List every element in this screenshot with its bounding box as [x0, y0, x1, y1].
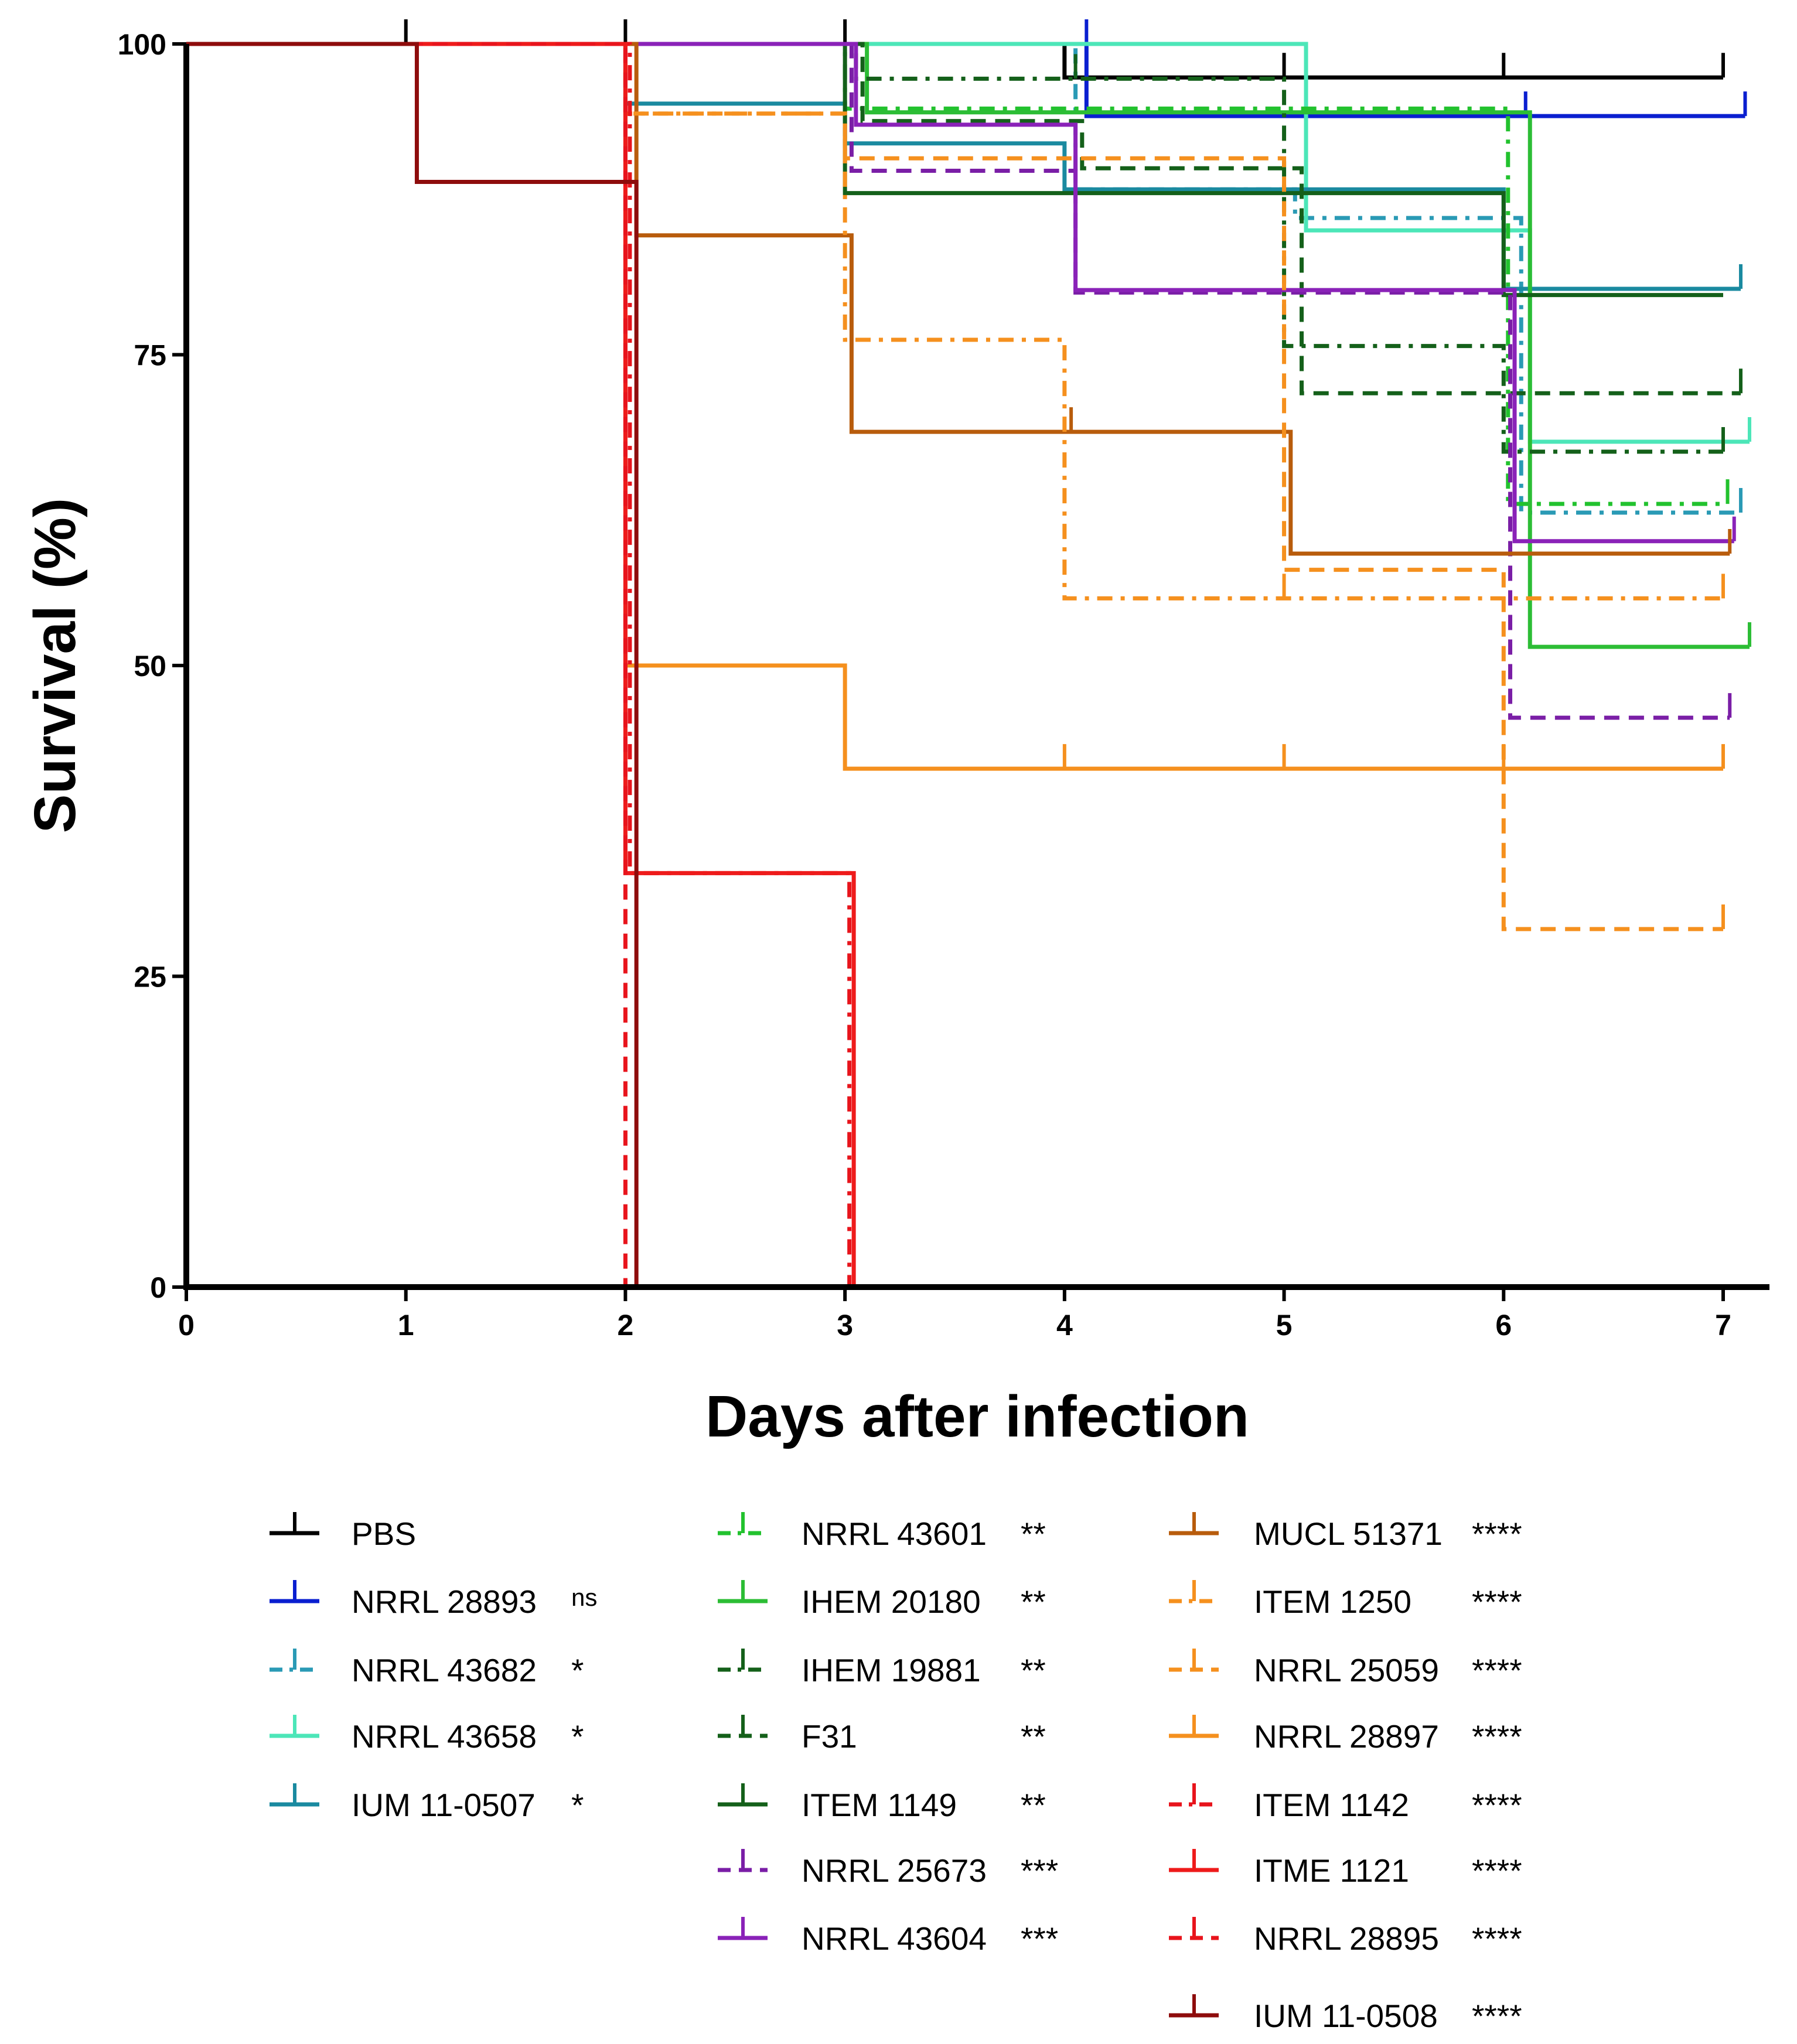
series-line-12	[186, 42, 1734, 544]
legend-label: PBS	[352, 1516, 416, 1552]
x-tick-label: 2	[618, 1309, 634, 1342]
legend-item: NRRL 43601 **	[718, 1512, 1046, 1552]
legend-significance: *	[571, 1652, 584, 1688]
legend-label: NRRL 28895	[1254, 1920, 1439, 1957]
legend-item: ITEM 1250 ****	[1169, 1580, 1522, 1620]
legend-significance: **	[1021, 1516, 1046, 1552]
series-line-11	[186, 42, 1730, 720]
legend-label: F31	[802, 1718, 857, 1755]
y-tick-label: 75	[134, 339, 166, 372]
legend-significance: *	[571, 1787, 584, 1823]
series-line-20	[186, 42, 639, 1287]
legend-significance: **	[1021, 1652, 1046, 1688]
legend-significance: **	[1021, 1718, 1046, 1755]
y-tick-label: 50	[134, 650, 166, 683]
legend-label: NRRL 25673	[802, 1852, 987, 1889]
legend-label: ITEM 1250	[1254, 1584, 1411, 1620]
legend-label: ITEM 1149	[802, 1787, 957, 1823]
legend-label: ITME 1121	[1254, 1852, 1409, 1889]
legend-label: NRRL 25059	[1254, 1652, 1439, 1688]
legend-item: NRRL 43658 *	[270, 1715, 584, 1755]
legend-item: PBS	[270, 1512, 416, 1552]
legend-item: NRRL 43682 *	[270, 1649, 584, 1688]
x-axis-title: Days after infection	[705, 1384, 1249, 1449]
plot-area	[186, 19, 1751, 1287]
legend-label: NRRL 43604	[802, 1920, 987, 1957]
y-axis-title: Survival (%)	[22, 498, 88, 833]
legend-label: NRRL 28897	[1254, 1718, 1439, 1755]
x-tick-label: 5	[1276, 1309, 1293, 1342]
series-line-19	[186, 42, 628, 1287]
legend-significance: ****	[1472, 1584, 1522, 1620]
legend-significance: ****	[1472, 1516, 1522, 1552]
legend-significance: ****	[1472, 1998, 1522, 2034]
legend-item: IUM 11-0508 ****	[1169, 1994, 1522, 2034]
legend-significance: ***	[1021, 1920, 1058, 1957]
legend-item: IUM 11-0507 *	[270, 1783, 584, 1823]
series-line-3	[186, 42, 1741, 515]
x-tick-label: 4	[1056, 1309, 1073, 1342]
x-tick-label: 6	[1495, 1309, 1512, 1342]
legend-label: MUCL 51371	[1254, 1516, 1443, 1552]
legend-item: ITME 1121 ****	[1169, 1849, 1522, 1889]
legend-significance: ****	[1472, 1920, 1522, 1957]
legend-label: NRRL 43682	[352, 1652, 537, 1688]
series-line-2	[186, 42, 1745, 118]
legend-significance: ****	[1472, 1652, 1522, 1688]
legend-significance: ****	[1472, 1852, 1522, 1889]
legend-label: NRRL 28893	[352, 1584, 537, 1620]
legend-significance: ns	[571, 1584, 597, 1611]
y-tick-label: 100	[118, 28, 166, 61]
legend-item: F31 **	[718, 1715, 1046, 1755]
legend-significance: ****	[1472, 1718, 1522, 1755]
x-tick-label: 1	[398, 1309, 414, 1342]
legend-significance: **	[1021, 1584, 1046, 1620]
legend-label: IHEM 20180	[802, 1584, 981, 1620]
legend-item: NRRL 25673 ***	[718, 1849, 1058, 1889]
legend-label: IHEM 19881	[802, 1652, 981, 1688]
legend-label: NRRL 43601	[802, 1516, 987, 1552]
legend-label: NRRL 43658	[352, 1718, 537, 1755]
legend-significance: *	[571, 1718, 584, 1755]
legend-significance: ****	[1472, 1787, 1522, 1823]
legend-item: ITEM 1142 ****	[1169, 1783, 1522, 1823]
y-tick-label: 0	[150, 1271, 166, 1304]
legend-item: NRRL 28895 ****	[1169, 1917, 1522, 1957]
legend-label: ITEM 1142	[1254, 1787, 1409, 1823]
legend-significance: **	[1021, 1787, 1046, 1823]
legend-label: IUM 11-0508	[1254, 1998, 1438, 2034]
legend-item: MUCL 51371 ****	[1169, 1512, 1522, 1552]
x-tick-label: 3	[837, 1309, 853, 1342]
legend-significance: ***	[1021, 1852, 1058, 1889]
ticks: 0 1 2 3 4 5 6 7 0 25 50 75 100	[118, 28, 1731, 1342]
legend-item: NRRL 25059 ****	[1169, 1649, 1522, 1688]
legend-item: IHEM 19881 **	[718, 1649, 1046, 1688]
legend-item: NRRL 28897 ****	[1169, 1715, 1522, 1755]
x-tick-label: 7	[1715, 1309, 1731, 1342]
legend-item: ITEM 1149 **	[718, 1783, 1046, 1823]
x-tick-label: 0	[178, 1309, 195, 1342]
legend-item: NRRL 28893 ns	[270, 1580, 597, 1620]
legend-item: IHEM 20180 **	[718, 1580, 1046, 1620]
y-tick-label: 25	[134, 961, 166, 994]
series-line-9	[186, 42, 1741, 395]
legend-label: IUM 11-0507	[352, 1787, 536, 1823]
series-line-13	[186, 42, 1730, 556]
legend-item: NRRL 43604 ***	[718, 1917, 1058, 1957]
